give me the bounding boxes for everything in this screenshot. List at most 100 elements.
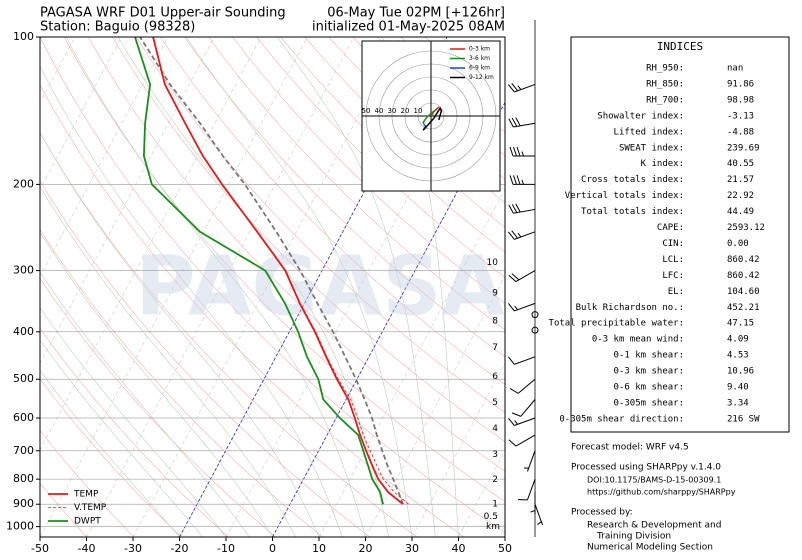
- dry-adiabat: [40, 327, 229, 537]
- isotherm: [365, 275, 505, 537]
- legend-label: DWPT: [74, 517, 101, 527]
- index-label: Lifted index:: [614, 127, 684, 137]
- barb-tick: [511, 412, 522, 417]
- barb-tick: [513, 175, 517, 185]
- barb-tick: [516, 146, 521, 157]
- barb-tick: [508, 231, 515, 240]
- dry-adiabat: [40, 132, 418, 537]
- barb-staff: [514, 231, 536, 240]
- index-label: 0-6 km shear:: [614, 383, 684, 393]
- x-tick-label: 20: [359, 542, 373, 555]
- height-label: 3: [492, 450, 498, 460]
- height-label: 6: [492, 372, 498, 382]
- moist-adiabat: [66, 37, 366, 537]
- y-tick-label: 200: [13, 177, 34, 190]
- index-value: 2593.12: [727, 223, 765, 233]
- barb-tick: [511, 204, 518, 213]
- y-tick-label: 800: [13, 472, 34, 485]
- height-label: 1: [492, 500, 498, 510]
- barb-staff: [534, 504, 543, 526]
- index-value: -4.88: [727, 127, 754, 137]
- dry-adiabat: [160, 37, 505, 385]
- index-value: 22.92: [727, 191, 754, 201]
- wind-barb: [508, 230, 536, 240]
- index-label: RH_850:: [646, 79, 684, 89]
- height-label: 2: [492, 475, 498, 485]
- dry-adiabat: [136, 37, 505, 414]
- index-value: 91.86: [727, 79, 754, 89]
- barb-half: [514, 420, 519, 425]
- moist-adiabat: [40, 65, 343, 537]
- plot-frame: [39, 36, 506, 538]
- footer-doi: DOI:10.1175/BAMS-D-15-00309.1: [587, 476, 721, 485]
- wind-barb: [508, 434, 536, 447]
- dry-adiabat: [40, 278, 276, 537]
- index-label: Total totals index:: [581, 207, 684, 217]
- barb-half: [521, 151, 524, 157]
- y-tick-label: 1000: [6, 520, 34, 533]
- hodograph-ring-label: 20: [401, 107, 410, 115]
- y-tick-label: 500: [13, 372, 34, 385]
- hodograph-legend-label: 9-12 km: [469, 74, 494, 81]
- barb-staff: [514, 356, 536, 365]
- index-label: RH_700:: [646, 95, 684, 105]
- index-label: Showalter index:: [597, 111, 684, 121]
- parcel-line: [139, 37, 404, 505]
- hodograph-ring-label: 10: [414, 107, 423, 115]
- y-tick-label: 600: [13, 411, 34, 424]
- indices-table: RH_950: nan RH_850: 91.86 RH_700: 98.98 Showal…: [549, 64, 765, 425]
- dry-adiabat: [280, 37, 505, 253]
- isotherm: [0, 37, 29, 537]
- barb-tick: [509, 175, 514, 185]
- index-value: 452.21: [727, 303, 760, 313]
- index-value: 239.69: [727, 143, 760, 153]
- title-right: 06-May Tue 02PM [+126hr]: [327, 6, 505, 21]
- x-tick-label: -20: [171, 542, 189, 555]
- barb-tick: [515, 203, 521, 213]
- index-label: K index:: [641, 159, 684, 169]
- barb-tick: [511, 230, 519, 239]
- height-unit: km: [486, 522, 500, 532]
- moist-adiabat: [40, 339, 204, 537]
- barb-tick: [516, 175, 521, 185]
- height-label: 4: [492, 424, 498, 434]
- barb-staff: [514, 83, 536, 93]
- barb-half: [517, 85, 522, 90]
- x-tick-label: 30: [405, 542, 419, 555]
- index-label: Cross totals index:: [581, 175, 684, 185]
- wind-barb: [517, 479, 536, 501]
- index-value: 4.53: [727, 351, 749, 361]
- legend-label: TEMP: [73, 490, 99, 500]
- profile-line: [285, 270, 409, 505]
- barb-staff: [527, 450, 536, 472]
- index-label: EL:: [668, 287, 684, 297]
- barb-half: [530, 510, 536, 513]
- hodograph-legend-label: 3-6 km: [469, 55, 490, 62]
- index-label: CAPE:: [657, 223, 684, 233]
- x-tick-label: -30: [124, 542, 142, 555]
- isotherm: [40, 37, 169, 277]
- barb-tick: [508, 118, 514, 128]
- barb-half: [537, 521, 542, 525]
- index-value: 104.60: [727, 287, 760, 297]
- wind-barb: [509, 378, 536, 394]
- barb-tick: [508, 417, 515, 426]
- index-value: 40.55: [727, 159, 754, 169]
- hodograph-legend-label: 6-9 km: [469, 65, 490, 72]
- isotherm: [40, 37, 76, 103]
- hodograph-ring-label: 30: [388, 107, 397, 115]
- dry-adiabat: [112, 37, 505, 443]
- footer-org: Training Division: [596, 532, 671, 542]
- barb-staff: [514, 302, 536, 312]
- barb-staff: [515, 434, 536, 447]
- index-label: Vertical totals index:: [565, 191, 684, 201]
- indices-title: INDICES: [657, 40, 703, 53]
- dry-adiabat: [40, 430, 135, 537]
- height-label: 9: [492, 288, 498, 298]
- isotherm: [40, 37, 262, 451]
- barb-staff: [514, 417, 536, 426]
- isotherm: [40, 37, 308, 537]
- wind-barb: [534, 504, 543, 526]
